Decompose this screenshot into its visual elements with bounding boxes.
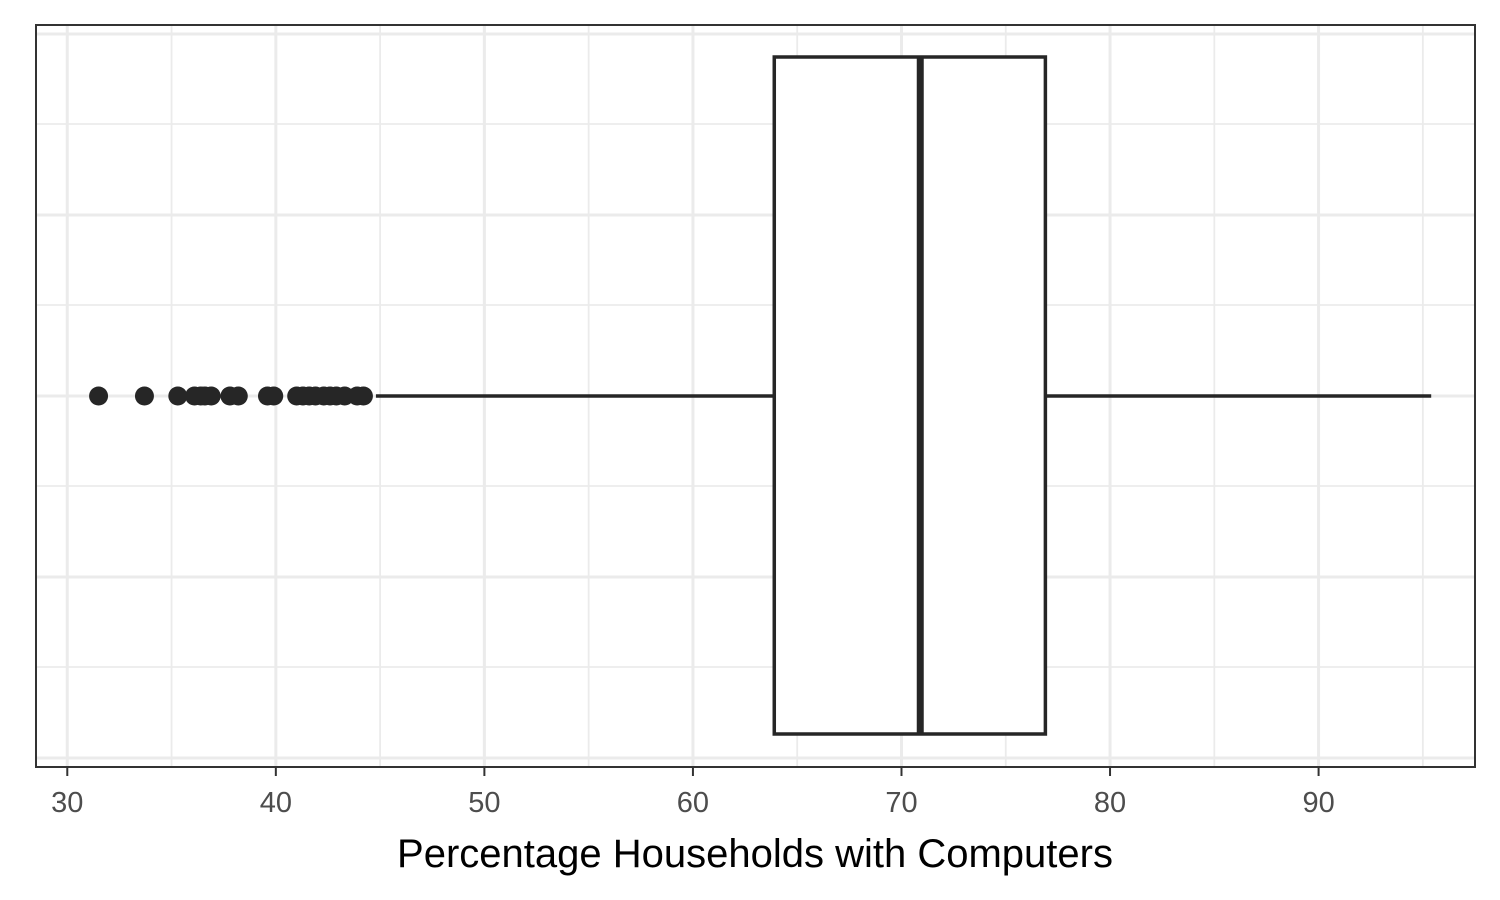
outlier-point [264,386,284,406]
x-tick-label: 40 [260,787,292,819]
outlier-point [228,386,248,406]
x-tick-label: 90 [1302,787,1334,819]
x-tick-label: 60 [677,787,709,819]
x-axis-title: Percentage Households with Computers [397,832,1113,876]
x-tick-label: 50 [468,787,500,819]
x-tick-label: 30 [51,787,83,819]
x-axis: 30 40 50 60 70 80 90 [51,767,1335,819]
outlier-point [89,386,109,406]
boxplot-layer [375,55,1432,736]
outlier-layer [89,386,373,406]
outlier-point [353,386,373,406]
outlier-point [134,386,154,406]
panel-border [35,24,1476,768]
outlier-point [201,386,221,406]
outlier-point [168,386,188,406]
x-tick-label: 70 [885,787,917,819]
interquartile-box [772,55,1048,736]
x-tick-label: 80 [1094,787,1126,819]
